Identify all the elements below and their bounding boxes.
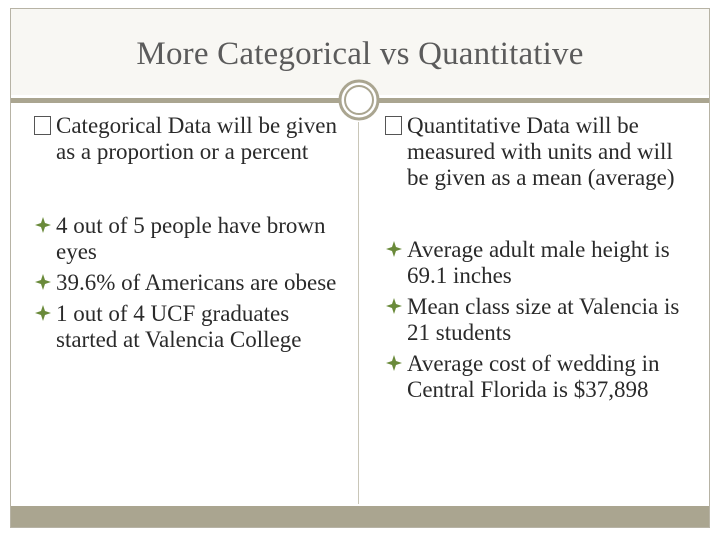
diamond-bullet-icon bbox=[35, 217, 51, 233]
quantitative-heading-item: Quantitative Data will be measured with … bbox=[385, 113, 695, 191]
slide-frame bbox=[10, 8, 710, 528]
title-rule-left bbox=[11, 98, 344, 103]
list-item: 39.6% of Americans are obese bbox=[34, 270, 344, 296]
diamond-bullet-icon bbox=[35, 274, 51, 290]
ring-ornament-icon bbox=[338, 79, 380, 121]
list-item: 4 out of 5 people have brown eyes bbox=[34, 213, 344, 265]
footer-bar bbox=[11, 506, 709, 527]
categorical-examples-list: 4 out of 5 people have brown eyes 39.6% … bbox=[34, 213, 344, 353]
list-item: Mean class size at Valencia is 21 studen… bbox=[385, 294, 695, 346]
list-item: Average cost of wedding in Central Flori… bbox=[385, 351, 695, 403]
column-divider bbox=[358, 122, 359, 504]
quantitative-heading: Quantitative Data will be measured with … bbox=[407, 113, 675, 190]
example-text: Average adult male height is 69.1 inches bbox=[407, 237, 670, 288]
example-text: Mean class size at Valencia is 21 studen… bbox=[407, 294, 680, 345]
example-text: 39.6% of Americans are obese bbox=[56, 270, 337, 295]
list-item: Average adult male height is 69.1 inches bbox=[385, 237, 695, 289]
categorical-column: Categorical Data will be given as a prop… bbox=[34, 113, 344, 358]
title-rule-right bbox=[377, 98, 709, 103]
diamond-bullet-icon bbox=[35, 305, 51, 321]
square-bullet-icon bbox=[385, 116, 402, 135]
quantitative-examples-list: Average adult male height is 69.1 inches… bbox=[385, 237, 695, 403]
example-text: 1 out of 4 UCF graduates started at Vale… bbox=[56, 301, 302, 352]
quantitative-column: Quantitative Data will be measured with … bbox=[385, 113, 695, 408]
list-item: 1 out of 4 UCF graduates started at Vale… bbox=[34, 301, 344, 353]
categorical-heading: Categorical Data will be given as a prop… bbox=[56, 113, 338, 164]
slide-title: More Categorical vs Quantitative bbox=[136, 36, 584, 72]
square-bullet-icon bbox=[34, 116, 51, 135]
diamond-bullet-icon bbox=[386, 241, 402, 257]
diamond-bullet-icon bbox=[386, 355, 402, 371]
example-text: Average cost of wedding in Central Flori… bbox=[407, 351, 660, 402]
diamond-bullet-icon bbox=[386, 298, 402, 314]
categorical-heading-item: Categorical Data will be given as a prop… bbox=[34, 113, 344, 165]
example-text: 4 out of 5 people have brown eyes bbox=[56, 213, 326, 264]
